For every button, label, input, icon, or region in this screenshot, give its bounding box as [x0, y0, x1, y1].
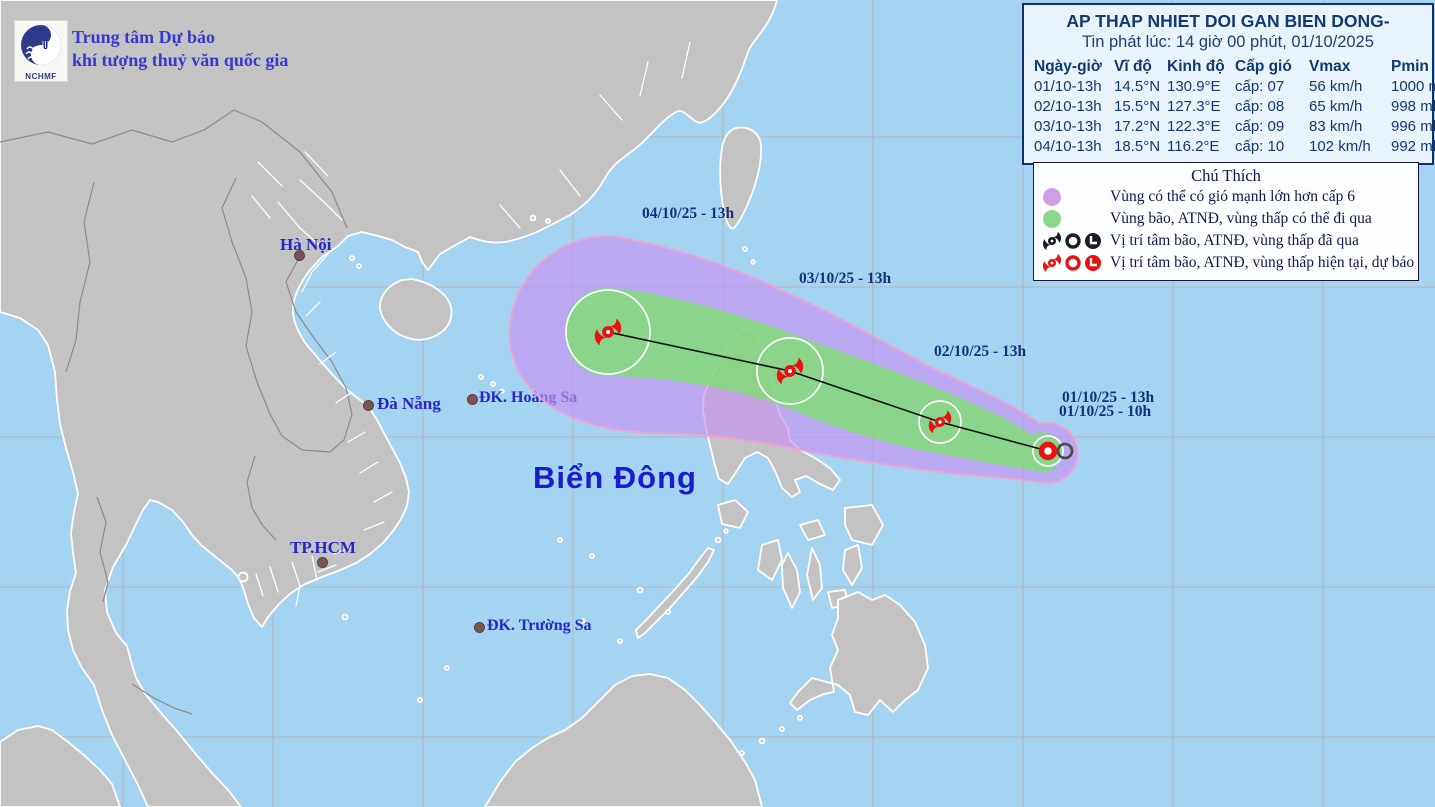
- bulletin-title: AP THAP NHIET DOI GAN BIEN DONG-: [1066, 11, 1390, 31]
- bulletin-info-box: AP THAP NHIET DOI GAN BIEN DONG- Tin phá…: [1022, 3, 1435, 165]
- station-label-hoang-sa: ĐK. Hoàng Sa: [479, 389, 578, 406]
- city-label-hanoi: Hà Nội: [280, 235, 332, 254]
- small-islands: [237, 214, 803, 756]
- current-low-icon: [1085, 255, 1101, 271]
- col-header-lon: Kinh độ: [1167, 58, 1225, 75]
- org-name-line1: Trung tâm Dự báo: [72, 27, 215, 47]
- city-label-danang: Đà Nẵng: [377, 394, 441, 413]
- legend-item-wind-area: Vùng có thể có gió mạnh lớn hơn cấp 6: [1034, 186, 1418, 208]
- cone-wind-area: [508, 234, 1079, 484]
- bulletin-issued-time: Tin phát lúc: 14 giờ 00 phút, 01/10/2025: [1082, 33, 1374, 51]
- track-date-label-0410: 04/10/25 - 13h: [642, 205, 735, 222]
- current-position-icon: [1038, 441, 1058, 461]
- forecast-table-row: 03/10-13h 17.2°N 122.3°E cấp: 09 83 km/h…: [1034, 118, 1435, 135]
- station-dot-hoang-sa: [467, 394, 478, 405]
- forecast-table-row: 01/10-13h 14.5°N 130.9°E cấp: 07 56 km/h…: [1034, 78, 1435, 95]
- city-dot-hanoi: [294, 250, 305, 261]
- track-date-label-0110-13h: 01/10/25 - 13h: [1062, 389, 1155, 406]
- storm-icon-0210: [928, 410, 952, 434]
- track-date-label-0110-10h: 01/10/25 - 10h: [1059, 403, 1152, 420]
- org-name: Trung tâm Dự báo khí tượng thuỷ văn quốc…: [72, 26, 288, 72]
- sumatra-island: [0, 725, 121, 807]
- city-label-tphcm: TP.HCM: [290, 538, 356, 557]
- col-header-vmax: Vmax: [1309, 58, 1351, 75]
- nchmf-logo-emblem: [21, 25, 61, 65]
- city-dot-tphcm: [317, 557, 328, 568]
- forecast-table: Ngày-giờ Vĩ độ Kinh độ Cấp gió Vmax Pmin…: [1034, 56, 1435, 157]
- legend-box: Chú Thích Vùng có thể có gió mạnh lớn hơ…: [1033, 162, 1419, 281]
- forecast-table-row: 02/10-13h 15.5°N 127.3°E cấp: 08 65 km/h…: [1034, 98, 1435, 115]
- org-name-line2: khí tượng thuỷ văn quốc gia: [72, 50, 289, 70]
- cone-passage-area: [565, 287, 1062, 473]
- land-masses: [0, 0, 929, 807]
- forecast-table-row: 04/10-13h 18.5°N 116.2°E cấp: 10 102 km/…: [1034, 138, 1435, 155]
- col-header-pmin: Pmin: [1391, 58, 1429, 75]
- province-borders: [251, 41, 691, 607]
- luzon-island: [702, 327, 841, 498]
- col-header-windlevel: Cấp gió: [1235, 58, 1292, 75]
- station-dot-truong-sa: [474, 622, 485, 633]
- current-typhoon-icon: [1042, 253, 1062, 273]
- past-storm-icons: [1042, 231, 1101, 251]
- col-header-lat: Vĩ độ: [1114, 58, 1152, 75]
- borneo-island: [484, 673, 763, 807]
- legend-title: Chú Thích: [1191, 166, 1261, 185]
- track-date-label-0310: 03/10/25 - 13h: [799, 270, 892, 287]
- past-depression-icon: [1065, 233, 1081, 249]
- mainland: [0, 0, 778, 807]
- legend-item-past-position: Vị trí tâm bão, ATNĐ, vùng thấp đã qua: [1034, 230, 1418, 252]
- track-line: [607, 331, 1049, 452]
- legend-item-current-position: Vị trí tâm bão, ATNĐ, vùng thấp hiện tại…: [1034, 252, 1418, 274]
- current-depression-icon: [1065, 255, 1081, 271]
- station-label-truong-sa: ĐK. Trường Sa: [487, 617, 592, 634]
- mindanao-island: [789, 591, 929, 716]
- purple-area-icon: [1034, 187, 1110, 207]
- track-date-label-0210: 02/10/25 - 13h: [934, 343, 1027, 360]
- past-low-icon: [1085, 233, 1101, 249]
- country-borders: [0, 109, 353, 715]
- past-typhoon-icon: [1042, 231, 1062, 251]
- storm-icon-0410: [594, 318, 622, 346]
- legend-item-passage-area: Vùng bão, ATNĐ, vùng thấp có thể đi qua: [1034, 208, 1418, 230]
- hainan-island: [379, 278, 453, 341]
- col-header-date: Ngày-giờ: [1034, 58, 1102, 75]
- sea-label-bien-dong: Biển Đông: [533, 460, 697, 495]
- green-area-icon: [1034, 209, 1110, 229]
- position-circles: [565, 289, 1064, 467]
- palawan-island: [635, 547, 715, 639]
- nchmf-logo: NCHMF: [14, 20, 68, 82]
- forecast-table-header: Ngày-giờ Vĩ độ Kinh độ Cấp gió Vmax Pmin: [1034, 56, 1432, 77]
- storm-icon-0310: [776, 357, 804, 385]
- past-position-ring: [1056, 442, 1074, 460]
- taiwan-island: [719, 126, 763, 230]
- current-storm-icons: [1042, 253, 1101, 273]
- nchmf-logo-text: NCHMF: [25, 72, 57, 81]
- city-dot-danang: [363, 400, 374, 411]
